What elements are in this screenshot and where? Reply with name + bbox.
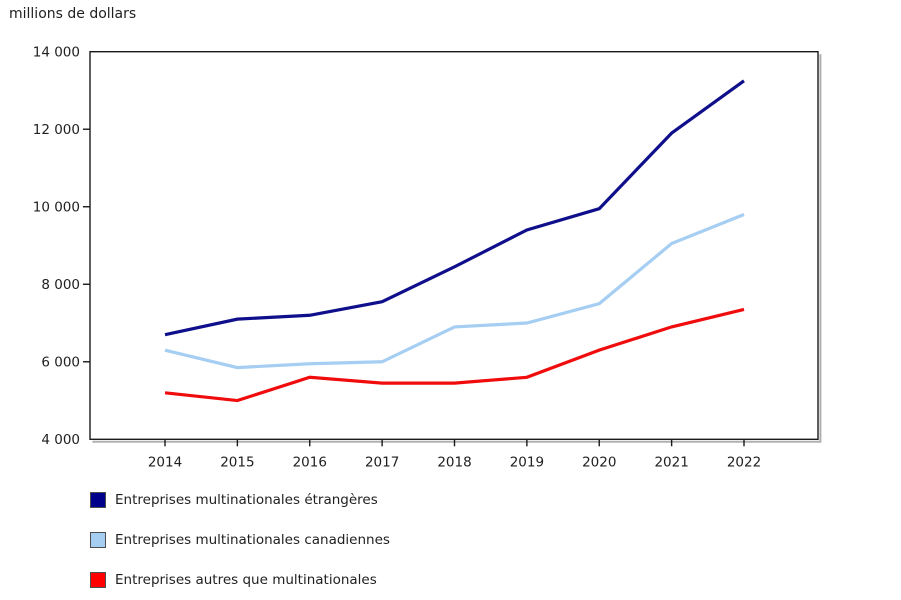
legend-swatch-navy-icon [90, 492, 106, 508]
x-tick-label: 2020 [582, 454, 616, 470]
plot-frame [89, 51, 819, 441]
x-tick-label: 2022 [727, 454, 761, 470]
x-tick-label: 2019 [510, 454, 544, 470]
series-line-1 [164, 213, 745, 370]
y-tick-label: 10 000 [33, 200, 80, 216]
x-tick-label: 2017 [365, 454, 399, 470]
x-tick-label: 2016 [293, 454, 327, 470]
x-tick-label: 2018 [437, 454, 471, 470]
y-tick-label: 12 000 [33, 122, 80, 138]
series-line-0 [164, 79, 745, 337]
y-tick-label: 14 000 [33, 45, 80, 61]
chart-axis-unit-title: millions de dollars [9, 6, 137, 22]
x-tick-label: 2021 [654, 454, 688, 470]
y-tick-label: 4 000 [41, 432, 80, 448]
plot-frame-shadow [92, 54, 822, 443]
series-line-2 [164, 307, 745, 403]
legend-label: Entreprises multinationales étrangères [115, 492, 378, 508]
y-tick-label: 8 000 [41, 277, 80, 293]
chart-legend: Entreprises multinationales étrangères E… [90, 480, 390, 600]
y-tick-label: 6 000 [41, 355, 80, 371]
legend-swatch-lightblue-icon [90, 532, 106, 548]
legend-item-foreign-multinationals: Entreprises multinationales étrangères [90, 480, 390, 520]
legend-label: Entreprises autres que multinationales [115, 572, 377, 588]
legend-item-non-multinationals: Entreprises autres que multinationales [90, 560, 390, 600]
legend-label: Entreprises multinationales canadiennes [115, 532, 390, 548]
x-tick-label: 2015 [220, 454, 254, 470]
line-chart-canvas: 4 000 6 000 8 000 10 000 12 000 14 000 2014 201… [33, 45, 822, 470]
x-tick-label: 2014 [148, 454, 182, 470]
legend-item-canadian-multinationals: Entreprises multinationales canadiennes [90, 520, 390, 560]
legend-swatch-red-icon [90, 572, 106, 588]
